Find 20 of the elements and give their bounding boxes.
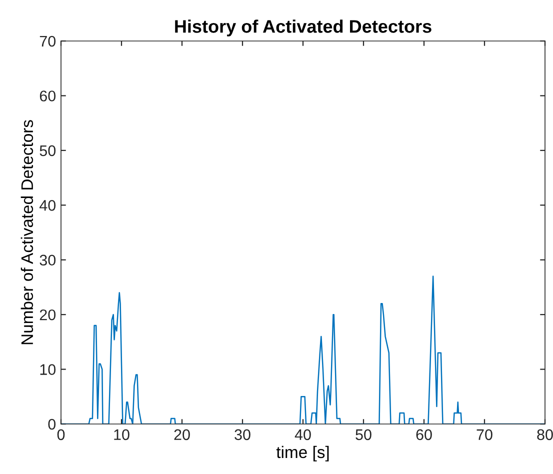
x-tick-label: 40 <box>294 429 311 440</box>
y-tick-label: 40 <box>40 200 56 211</box>
x-tick-label: 0 <box>57 429 65 440</box>
y-axis-title: Number of Activated Detectors <box>20 120 34 344</box>
x-tick-label: 30 <box>234 429 250 440</box>
x-tick-label: 70 <box>476 429 492 440</box>
x-tick-label: 60 <box>416 429 432 440</box>
y-tick-label: 60 <box>40 90 56 102</box>
y-tick-label: 50 <box>40 145 56 156</box>
x-tick-label: 50 <box>356 429 372 440</box>
chart-title: History of Activated Detectors <box>175 20 432 36</box>
x-axis-title: time [s] <box>276 446 329 462</box>
y-tick-label: 30 <box>40 254 56 266</box>
y-tick-label: 20 <box>40 309 56 320</box>
x-tick-label: 80 <box>537 429 553 440</box>
x-tick-label: 10 <box>114 429 130 440</box>
y-tick-label: 70 <box>40 36 56 47</box>
y-tick-label: 0 <box>48 418 56 430</box>
y-tick-label: 10 <box>40 364 56 375</box>
x-tick-label: 20 <box>174 429 190 440</box>
